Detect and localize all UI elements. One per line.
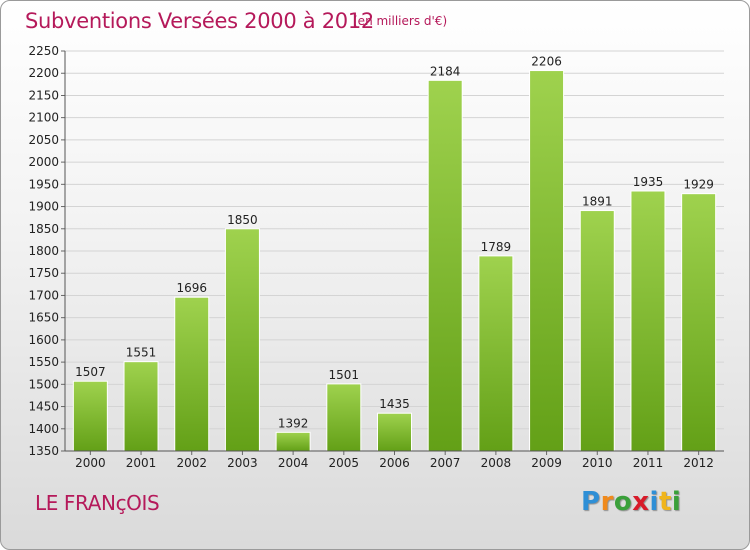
bar [72, 380, 108, 452]
y-tick-label: 1750 [28, 266, 59, 280]
y-tick-label: 1900 [28, 200, 59, 214]
x-tick-label: 2001 [126, 456, 157, 470]
data-label: 1935 [633, 175, 664, 189]
x-tick-label: 2009 [531, 456, 562, 470]
y-tick-label: 1950 [28, 177, 59, 191]
logo-letter: i [671, 487, 682, 517]
y-tick-label: 1600 [28, 333, 59, 347]
data-label: 1507 [75, 365, 106, 379]
bar [630, 190, 666, 452]
x-tick-label: 2002 [176, 456, 207, 470]
data-label: 1891 [582, 195, 613, 209]
chart-title: Subventions Versées 2000 à 2012 [25, 9, 374, 33]
x-tick-label: 2004 [278, 456, 309, 470]
x-tick-label: 2012 [683, 456, 714, 470]
bars: 1507 1551 1696 1850 1392 1501 1435 2184 1789 2206… [72, 55, 717, 452]
data-label: 1551 [126, 346, 157, 360]
x-tick-label: 2003 [227, 456, 258, 470]
x-tick-label: 2000 [75, 456, 106, 470]
data-label: 1501 [329, 368, 360, 382]
bar [681, 193, 717, 452]
bar [529, 70, 565, 452]
y-tick-label: 1800 [28, 244, 59, 258]
x-tick-label: 2005 [329, 456, 360, 470]
y-tick-label: 1700 [28, 288, 59, 302]
data-label: 1435 [379, 397, 410, 411]
y-tick-label: 2100 [28, 111, 59, 125]
data-label: 2206 [531, 55, 562, 69]
y-tick-label: 1400 [28, 422, 59, 436]
y-tick-label: 1450 [28, 400, 59, 414]
logo-letter: i [649, 487, 659, 517]
data-label: 1789 [481, 240, 512, 254]
bar [579, 210, 615, 452]
y-tick-label: 1350 [28, 444, 59, 458]
bar [326, 383, 362, 452]
data-label: 2184 [430, 64, 461, 78]
proxiti-logo: Proxiti [581, 487, 681, 517]
x-tick-label: 2007 [430, 456, 461, 470]
x-tick-label: 2011 [633, 456, 664, 470]
x-tick-label: 2006 [379, 456, 410, 470]
bar [224, 228, 260, 452]
x-axis-ticks: 2000 2001 2002 2003 2004 2005 2006 2007 2008 2009… [75, 451, 714, 470]
y-tick-label: 2200 [28, 66, 59, 80]
y-axis-ticks: 1350 1400 1450 1500 1550 1600 1650 1700 1750 1800… [28, 44, 65, 458]
y-tick-label: 2000 [28, 155, 59, 169]
y-tick-label: 1550 [28, 355, 59, 369]
x-tick-label: 2008 [481, 456, 512, 470]
data-label: 1696 [176, 281, 207, 295]
y-tick-label: 1650 [28, 311, 59, 325]
bar [377, 412, 412, 452]
y-tick-label: 1850 [28, 222, 59, 236]
y-tick-label: 2150 [28, 88, 59, 102]
y-tick-label: 1500 [28, 377, 59, 391]
x-tick-label: 2010 [582, 456, 613, 470]
bar [427, 79, 463, 452]
y-tick-label: 2050 [28, 133, 59, 147]
data-label: 1850 [227, 213, 258, 227]
y-tick-label: 2250 [28, 44, 59, 58]
logo-letter: x [632, 487, 650, 517]
axes [64, 51, 724, 452]
bar [174, 296, 210, 452]
bar [275, 431, 311, 452]
logo-letter: o [613, 487, 633, 517]
bar [123, 361, 159, 452]
chart-subtitle: (en milliers d'€) [353, 14, 448, 28]
logo-letter: r [600, 487, 614, 517]
data-label: 1929 [683, 178, 714, 192]
logo-letter: t [658, 487, 672, 517]
logo-letter: P [581, 487, 601, 517]
grid-lines [65, 50, 724, 430]
bar [478, 255, 514, 452]
commune-name: LE FRANçOIS [35, 491, 160, 515]
data-label: 1392 [278, 416, 309, 430]
